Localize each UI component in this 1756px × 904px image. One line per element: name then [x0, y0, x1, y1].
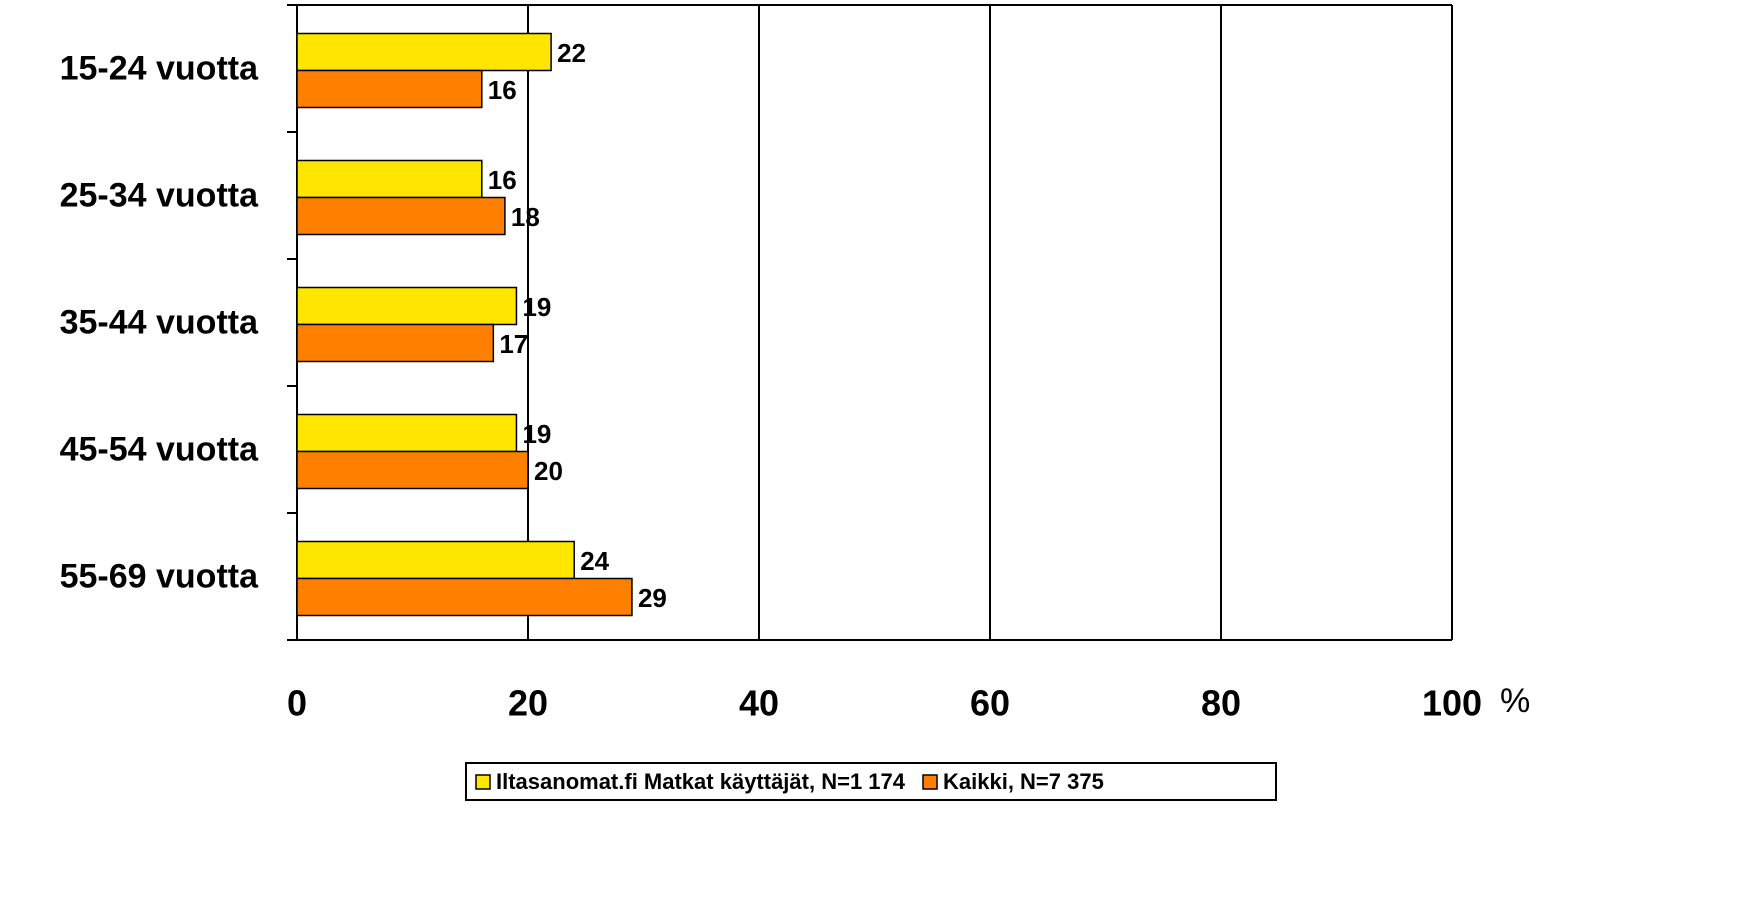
legend-label: Iltasanomat.fi Matkat käyttäjät, N=1 174	[496, 769, 906, 794]
data-label: 24	[580, 546, 609, 576]
y-tick-label: 15-24 vuotta	[60, 49, 259, 87]
x-tick-label: 20	[508, 683, 548, 724]
data-label: 17	[499, 329, 528, 359]
legend-swatch	[475, 774, 491, 790]
bar	[296, 540, 575, 580]
data-label: 16	[488, 165, 517, 195]
x-tick-label: 0	[287, 683, 307, 724]
bar	[296, 577, 633, 617]
bar	[296, 323, 495, 363]
x-axis-label: %	[1500, 682, 1530, 720]
legend-box	[465, 762, 1277, 801]
data-label: 18	[511, 202, 540, 232]
y-tick-label: 55-69 vuotta	[60, 557, 259, 595]
x-tick-label: 40	[739, 683, 779, 724]
data-label: 16	[488, 75, 517, 105]
data-label: 19	[522, 292, 551, 322]
bar	[296, 450, 529, 490]
y-tick-label: 25-34 vuotta	[60, 176, 259, 214]
x-tick-label: 100	[1422, 683, 1482, 724]
x-tick-label: 60	[970, 683, 1010, 724]
bar	[296, 32, 552, 72]
bar	[296, 159, 483, 199]
data-label: 29	[638, 583, 667, 613]
data-label: 20	[534, 456, 563, 486]
data-label: 19	[522, 419, 551, 449]
bar	[296, 413, 518, 453]
data-label: 22	[557, 38, 586, 68]
y-tick-label: 35-44 vuotta	[60, 303, 259, 341]
legend-label: Kaikki, N=7 375	[943, 769, 1104, 794]
bar	[296, 69, 483, 109]
bar	[296, 196, 506, 236]
y-tick-label: 45-54 vuotta	[60, 430, 259, 468]
x-tick-label: 80	[1201, 683, 1241, 724]
bar	[296, 286, 518, 326]
legend-swatch	[922, 774, 938, 790]
